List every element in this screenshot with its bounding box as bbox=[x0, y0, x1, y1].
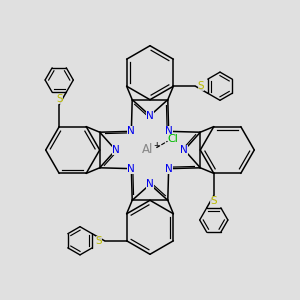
Text: N: N bbox=[128, 164, 135, 174]
Text: S: S bbox=[96, 236, 102, 246]
Text: Cl: Cl bbox=[168, 134, 179, 144]
Text: N: N bbox=[112, 145, 119, 155]
Text: +: + bbox=[154, 141, 160, 150]
Text: S: S bbox=[198, 81, 204, 91]
Text: N: N bbox=[181, 145, 188, 155]
Text: N: N bbox=[128, 126, 135, 136]
Text: N: N bbox=[146, 111, 154, 121]
Text: N: N bbox=[165, 164, 172, 174]
Text: Al: Al bbox=[142, 143, 153, 157]
Text: S: S bbox=[56, 94, 62, 104]
Text: N: N bbox=[165, 164, 172, 174]
Text: N: N bbox=[128, 164, 135, 174]
Text: N: N bbox=[165, 126, 172, 136]
Text: N: N bbox=[146, 179, 154, 189]
Text: N: N bbox=[128, 126, 135, 136]
Text: N: N bbox=[112, 145, 119, 155]
Text: S: S bbox=[211, 196, 217, 206]
Text: N: N bbox=[165, 126, 172, 136]
Text: Cl: Cl bbox=[168, 134, 179, 144]
Text: Al: Al bbox=[142, 143, 153, 157]
Text: N: N bbox=[146, 179, 154, 189]
Text: N: N bbox=[146, 111, 154, 121]
Text: +: + bbox=[154, 141, 160, 150]
Text: N: N bbox=[181, 145, 188, 155]
